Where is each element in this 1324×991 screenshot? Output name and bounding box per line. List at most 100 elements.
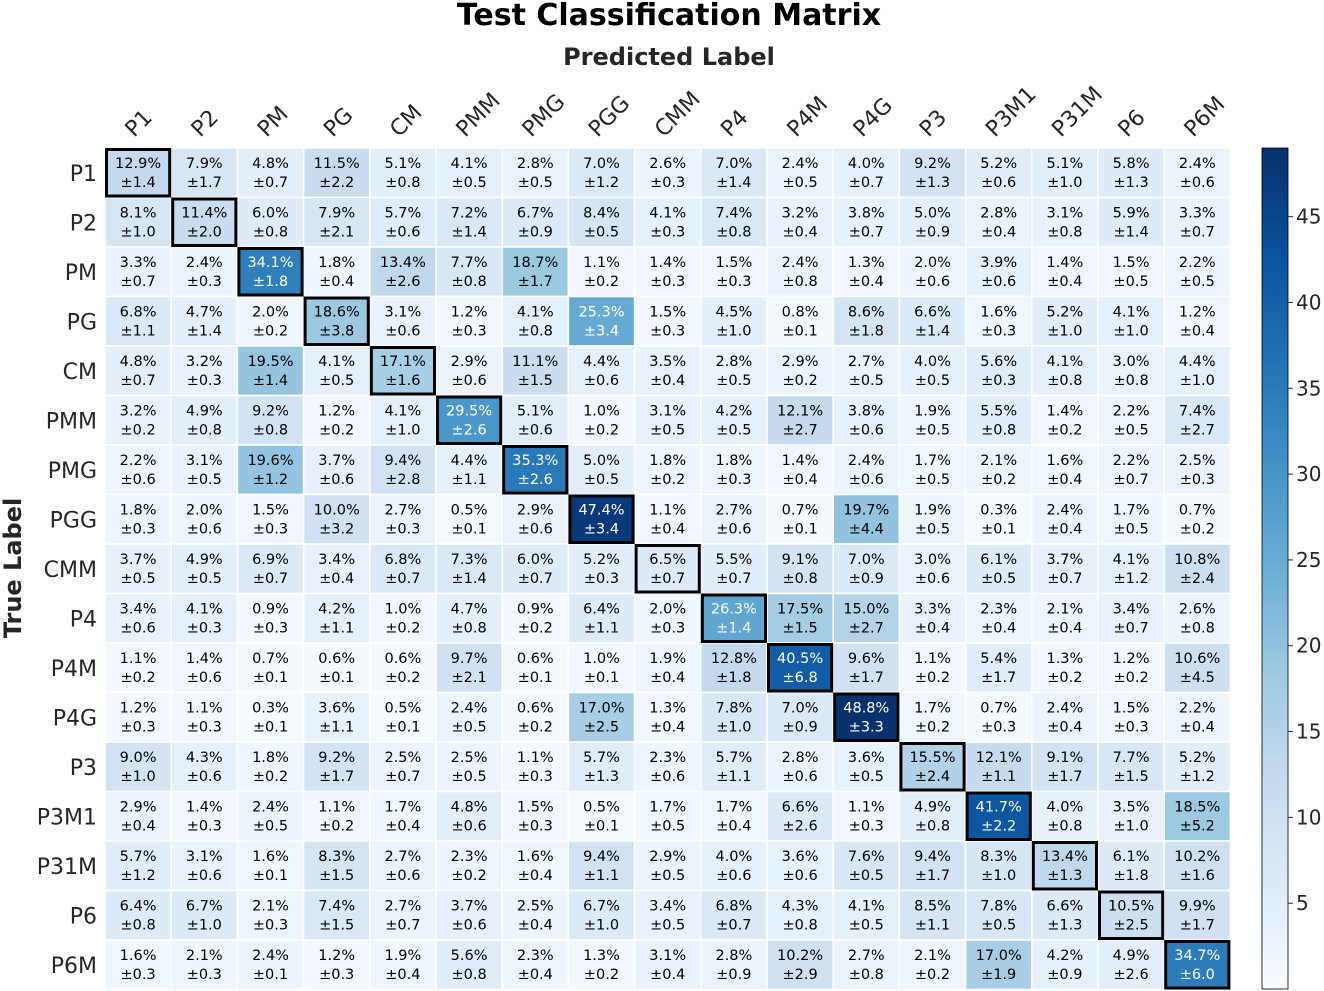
heatmap-cell: 17.0% ±2.5 xyxy=(567,691,636,743)
cell-value-label: 7.9% xyxy=(186,156,223,172)
cell-error-label: ±1.9 xyxy=(981,967,1016,983)
cell-rect xyxy=(766,642,834,694)
cell-error-label: ±1.8 xyxy=(253,274,288,290)
heatmap-cell: 2.4% ±0.6 xyxy=(1163,147,1232,199)
heatmap-cell: 19.5% ±1.4 xyxy=(236,345,305,397)
cell-value-label: 34.7% xyxy=(1174,948,1220,964)
cell-error-label: ±0.5 xyxy=(1113,423,1148,439)
cell-rect xyxy=(104,444,172,496)
cell-rect xyxy=(501,592,570,644)
cell-value-label: 1.6% xyxy=(120,948,157,964)
cell-error-label: ±1.7 xyxy=(915,868,950,884)
heatmap-cell: 8.1% ±1.0 xyxy=(104,196,172,248)
cell-error-label: ±0.6 xyxy=(385,324,420,340)
cell-value-label: 6.6% xyxy=(1046,899,1083,915)
heatmap-cell: 5.1% ±0.6 xyxy=(501,394,570,446)
heatmap-cell: 5.0% ±0.5 xyxy=(567,444,636,496)
cell-value-label: 0.6% xyxy=(384,651,421,667)
heatmap-cell: 5.5% ±0.7 xyxy=(700,543,768,595)
heatmap-cell: 10.5% ±2.5 xyxy=(1097,889,1165,941)
cell-error-label: ±0.5 xyxy=(120,571,155,587)
cell-error-label: ±0.5 xyxy=(451,720,486,736)
cell-value-label: 0.9% xyxy=(252,602,289,618)
heatmap-cell: 12.8% ±1.8 xyxy=(700,642,768,694)
heatmap-cell: 25.3% ±3.4 xyxy=(567,295,636,347)
diagonal-highlight-box xyxy=(1098,890,1165,940)
cell-value-label: 2.0% xyxy=(252,305,289,321)
heatmap-cell: 3.0% ±0.6 xyxy=(898,543,967,595)
heatmap-cell: 4.4% ±1.0 xyxy=(1163,345,1232,397)
heatmap-cell: 1.1% ±0.2 xyxy=(567,246,636,298)
heatmap-cell: 17.5% ±1.5 xyxy=(766,592,834,644)
heatmap-cell: 0.6% ±0.2 xyxy=(369,642,437,694)
heatmap-cell: 1.8% ±0.2 xyxy=(633,444,702,496)
cell-value-label: 4.5% xyxy=(715,305,752,321)
cell-error-label: ±0.4 xyxy=(650,720,685,736)
cell-rect xyxy=(964,345,1033,397)
cell-value-label: 2.4% xyxy=(782,255,819,271)
cell-value-label: 3.3% xyxy=(914,602,951,618)
cell-error-label: ±2.6 xyxy=(385,274,420,290)
cell-value-label: 2.8% xyxy=(782,750,819,766)
cell-value-label: 0.3% xyxy=(980,503,1017,519)
cell-value-label: 2.7% xyxy=(848,948,885,964)
heatmap-cell: 2.7% ±0.8 xyxy=(832,939,901,991)
cell-value-label: 4.9% xyxy=(186,404,223,420)
cell-value-label: 4.3% xyxy=(782,899,819,915)
cell-error-label: ±2.2 xyxy=(319,175,354,191)
cell-error-label: ±1.8 xyxy=(849,324,884,340)
cell-value-label: 7.3% xyxy=(451,552,488,568)
cell-error-label: ±0.3 xyxy=(849,819,884,835)
heatmap-cell: 3.0% ±0.8 xyxy=(1097,345,1165,397)
cell-value-label: 5.2% xyxy=(1046,305,1083,321)
cell-value-label: 12.8% xyxy=(711,651,757,667)
cell-error-label: ±0.8 xyxy=(253,225,288,241)
cell-error-label: ±0.4 xyxy=(650,522,685,538)
cell-error-label: ±1.8 xyxy=(1113,868,1148,884)
cell-value-label: 4.9% xyxy=(186,552,223,568)
cell-error-label: ±1.7 xyxy=(319,769,354,785)
heatmap-cell: 3.1% ±0.6 xyxy=(369,295,437,347)
cell-error-label: ±1.0 xyxy=(716,720,751,736)
cell-error-label: ±1.8 xyxy=(716,670,751,686)
cell-value-label: 2.3% xyxy=(451,849,488,865)
heatmap-cell: 4.9% ±0.8 xyxy=(898,790,967,842)
cell-rect xyxy=(236,543,305,595)
cell-rect xyxy=(766,196,834,248)
cell-value-label: 1.5% xyxy=(517,800,554,816)
cell-error-label: ±1.3 xyxy=(584,769,619,785)
heatmap-cell: 29.5% ±2.6 xyxy=(435,394,503,446)
heatmap-cell: 4.1% ±0.5 xyxy=(302,345,371,397)
heatmap-cell: 10.8% ±2.4 xyxy=(1163,543,1232,595)
cell-error-label: ±0.7 xyxy=(253,571,288,587)
heatmap-cell: 3.7% ±0.6 xyxy=(302,444,371,496)
cell-value-label: 5.6% xyxy=(980,354,1017,370)
heatmap-cell: 5.4% ±1.7 xyxy=(964,642,1033,694)
cell-value-label: 2.4% xyxy=(252,948,289,964)
heatmap-cell: 4.5% ±1.0 xyxy=(700,295,768,347)
cell-error-label: ±0.4 xyxy=(1180,720,1215,736)
cell-error-label: ±0.8 xyxy=(1047,819,1082,835)
cell-error-label: ±0.3 xyxy=(584,571,619,587)
cell-value-label: 4.9% xyxy=(1113,948,1150,964)
cell-error-label: ±1.1 xyxy=(584,868,619,884)
cell-error-label: ±0.5 xyxy=(915,522,950,538)
heatmap-cell: 3.3% ±0.4 xyxy=(898,592,967,644)
cell-error-label: ±0.2 xyxy=(1113,670,1148,686)
cell-error-label: ±0.1 xyxy=(385,720,420,736)
cell-value-label: 9.9% xyxy=(1179,899,1216,915)
x-tick-label: PMM xyxy=(452,88,506,142)
heatmap-cell: 4.0% ±0.5 xyxy=(898,345,967,397)
heatmap-cell: 0.5% ±0.1 xyxy=(369,691,437,743)
cell-rect xyxy=(170,889,239,941)
cell-value-label: 13.4% xyxy=(1042,849,1088,865)
heatmap-cell: 2.5% ±0.3 xyxy=(1163,444,1232,496)
cell-value-label: 8.5% xyxy=(914,899,951,915)
diagonal-highlight-box xyxy=(369,346,436,396)
cell-value-label: 1.1% xyxy=(186,701,223,717)
cell-error-label: ±0.8 xyxy=(253,423,288,439)
heatmap-cell: 34.1% ±1.8 xyxy=(236,246,305,298)
heatmap-cell: 2.2% ±0.7 xyxy=(1097,444,1165,496)
y-tick-label: CM xyxy=(63,360,97,385)
cell-rect xyxy=(369,790,437,842)
